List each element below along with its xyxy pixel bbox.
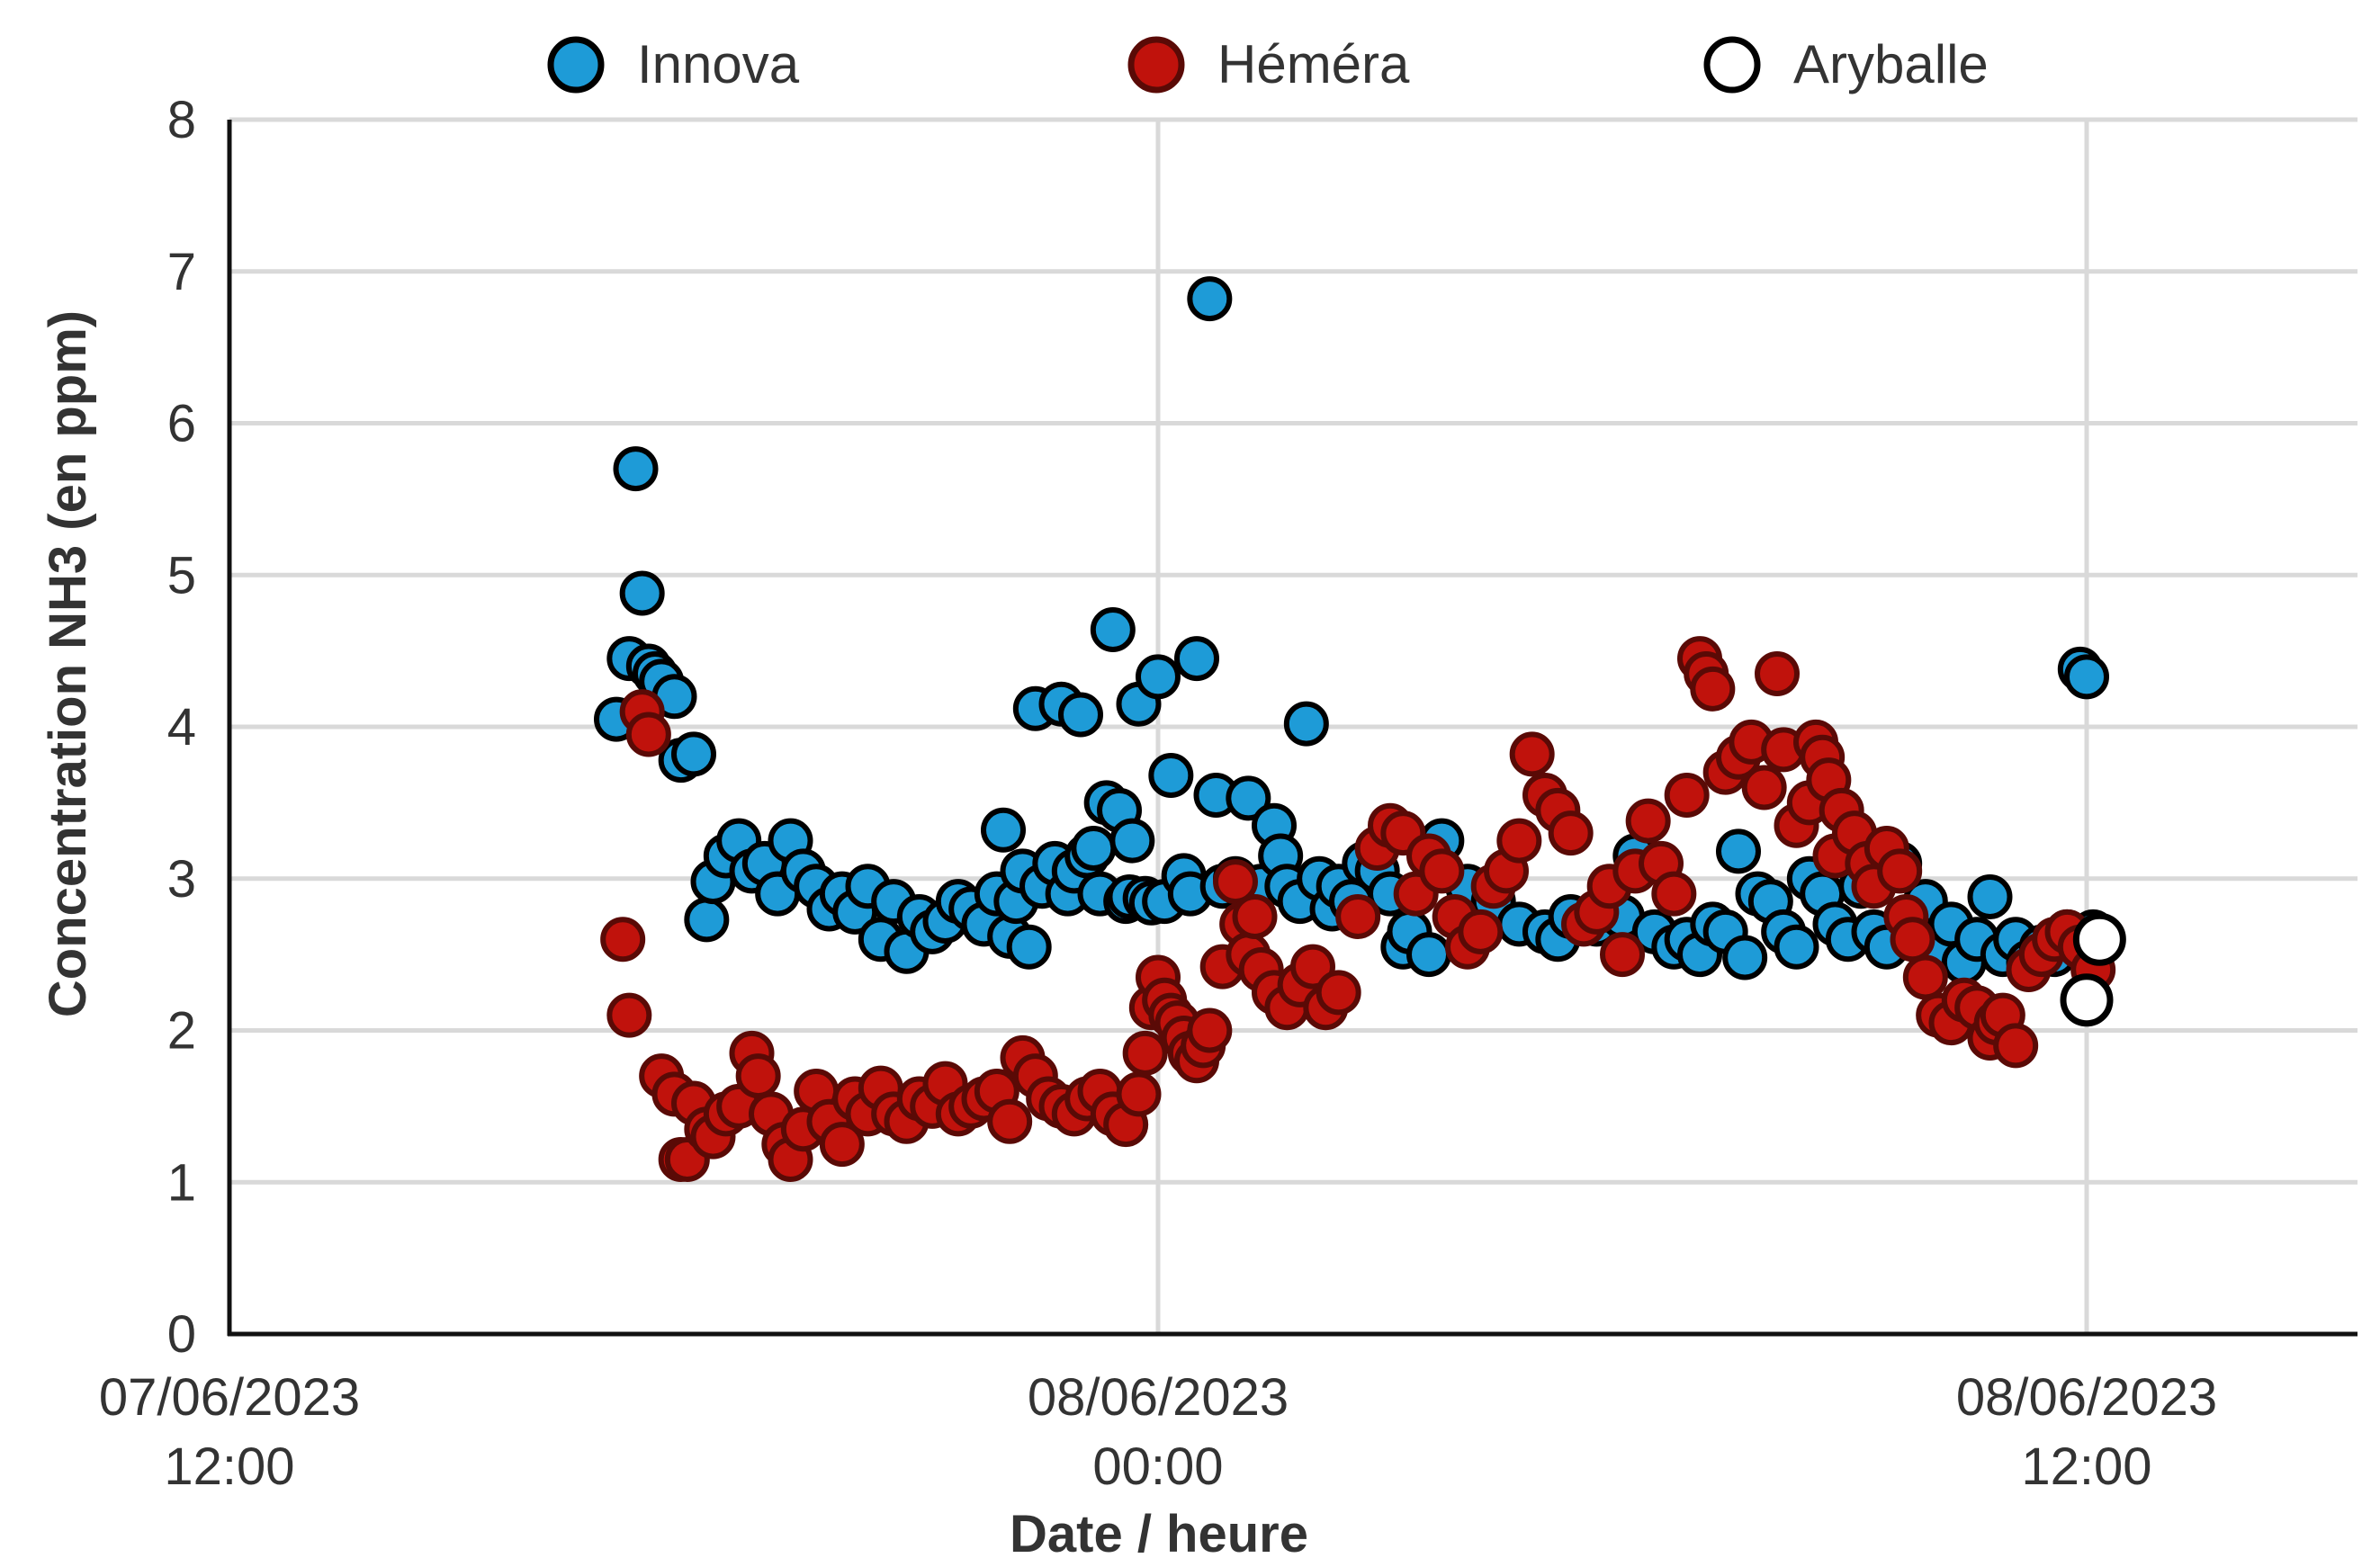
data-point <box>1006 924 1052 970</box>
data-point <box>1316 970 1361 1016</box>
legend-marker <box>1127 36 1185 94</box>
data-point <box>1458 909 1504 954</box>
data-point <box>1419 848 1465 894</box>
legend-label: Innova <box>637 34 800 94</box>
data-point <box>1651 871 1697 917</box>
data-point <box>1690 666 1736 712</box>
data-point <box>1741 765 1787 810</box>
x-tick-label-date: 08/06/2023 <box>1028 1368 1289 1427</box>
data-point <box>684 897 730 943</box>
data-point <box>1122 1030 1168 1076</box>
data-point <box>613 446 659 492</box>
data-point <box>619 570 665 616</box>
data-point <box>1902 954 1948 1000</box>
y-axis-title: Concentration NH3 (en ppm) <box>39 310 97 1017</box>
data-point <box>625 712 671 757</box>
x-tick-labels: 07/06/2023 12:00 08/06/2023 00:00 08/06/2023… <box>99 1368 2217 1496</box>
y-tick-labels: 0 1 2 3 4 5 6 7 8 <box>167 91 196 1364</box>
data-point <box>1722 935 1768 980</box>
data-point <box>606 992 652 1038</box>
legend-marker <box>1703 36 1761 94</box>
data-point <box>1716 828 1761 874</box>
data-point <box>1335 893 1381 939</box>
data-point <box>1226 775 1271 821</box>
y-tick-label: 8 <box>167 91 196 149</box>
data-point <box>1187 1007 1233 1053</box>
legend-label: Aryballe <box>1793 34 1989 94</box>
data-point <box>1496 818 1542 864</box>
data-point <box>1109 818 1155 864</box>
y-tick-label: 7 <box>167 243 196 301</box>
x-tick-label-time: 12:00 <box>164 1437 294 1496</box>
data-point <box>1993 1023 2039 1069</box>
data-point <box>1058 692 1103 738</box>
data-point <box>1774 924 1819 970</box>
y-tick-label: 4 <box>167 698 196 757</box>
x-tick-label-time: 00:00 <box>1092 1437 1223 1496</box>
legend: Innova Héméra Aryballe <box>547 34 1989 94</box>
data-point <box>987 1098 1033 1144</box>
data-point <box>1213 859 1258 905</box>
data-point <box>1406 932 1451 978</box>
data-point <box>1877 848 1923 894</box>
x-tick-label-date: 07/06/2023 <box>99 1368 360 1427</box>
x-tick-label-date: 08/06/2023 <box>1956 1368 2217 1427</box>
data-point <box>1148 753 1194 798</box>
legend-marker <box>547 36 605 94</box>
data-point <box>1625 798 1671 844</box>
data-point <box>2072 912 2126 966</box>
data-point <box>1136 654 1181 700</box>
data-point <box>735 1053 781 1099</box>
data-points <box>594 276 2126 1182</box>
data-point <box>1755 650 1800 696</box>
data-point <box>1187 276 1233 322</box>
data-point <box>981 807 1026 853</box>
data-point <box>1116 1071 1162 1117</box>
x-axis-title: Date / heure <box>1010 1505 1308 1563</box>
data-point <box>1090 607 1136 652</box>
data-point <box>1890 917 1935 963</box>
y-tick-label: 3 <box>167 850 196 909</box>
data-point <box>2060 973 2114 1027</box>
y-tick-label: 0 <box>167 1305 196 1364</box>
data-point <box>1600 932 1645 978</box>
y-tick-label: 5 <box>167 546 196 604</box>
y-tick-label: 6 <box>167 395 196 453</box>
y-tick-label: 2 <box>167 1002 196 1061</box>
x-tick-label-time: 12:00 <box>2021 1437 2151 1496</box>
data-point <box>1174 636 1219 682</box>
data-point <box>819 1122 865 1168</box>
data-point <box>1071 826 1117 871</box>
axes <box>227 120 2358 1337</box>
data-point <box>1664 772 1710 818</box>
data-point <box>1548 810 1594 856</box>
legend-label: Héméra <box>1217 34 1410 94</box>
data-point <box>671 731 716 777</box>
series-2 <box>2060 912 2126 1027</box>
data-point <box>600 917 646 963</box>
y-tick-label: 1 <box>167 1153 196 1212</box>
series-1 <box>600 636 2116 1182</box>
data-point <box>1283 701 1329 747</box>
data-point <box>1967 874 2013 919</box>
data-point <box>1509 731 1555 777</box>
data-point <box>2064 654 2109 700</box>
data-point <box>1232 893 1278 939</box>
